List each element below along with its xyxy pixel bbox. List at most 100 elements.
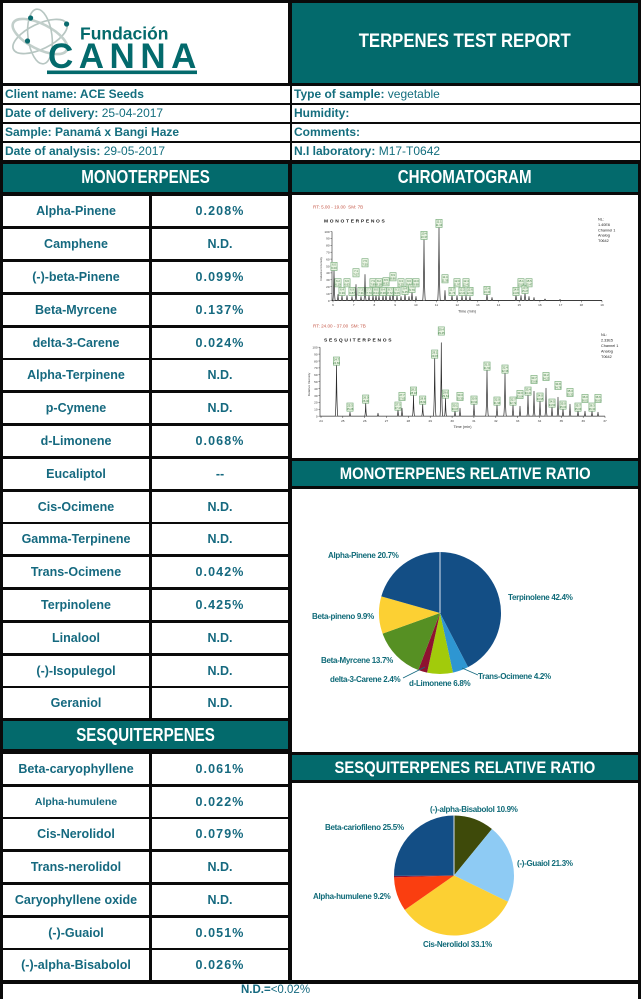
svg-text:30: 30 [450, 418, 454, 422]
svg-text:24: 24 [319, 418, 323, 422]
svg-text:8.86: 8.86 [390, 276, 396, 280]
svg-text:12.6: 12.6 [467, 287, 473, 291]
svg-text:36.3: 36.3 [589, 403, 595, 407]
svg-text:36.60: 36.60 [595, 398, 602, 402]
svg-text:Time (min): Time (min) [458, 309, 477, 313]
svg-text:Beta-cariofileno 25.5%: Beta-cariofileno 25.5% [325, 823, 404, 832]
svg-text:7.5: 7.5 [363, 259, 367, 263]
svg-text:12.0: 12.0 [454, 279, 460, 283]
svg-text:32.0: 32.0 [494, 397, 500, 401]
svg-text:36.6: 36.6 [595, 394, 601, 398]
svg-text:13.43: 13.43 [484, 290, 491, 294]
svg-text:16: 16 [538, 303, 542, 307]
svg-text:d-Limonene 6.8%: d-Limonene 6.8% [409, 679, 470, 688]
svg-text:11.1: 11.1 [436, 219, 442, 223]
svg-text:8.0: 8.0 [374, 287, 378, 291]
svg-text:90: 90 [326, 236, 330, 240]
svg-text:26: 26 [363, 418, 367, 422]
svg-text:100: 100 [324, 229, 329, 233]
svg-text:11.7: 11.7 [449, 287, 455, 291]
svg-text:Trans-Ocimene 4.2%: Trans-Ocimene 4.2% [478, 672, 551, 681]
svg-text:17: 17 [559, 303, 563, 307]
svg-text:27.47: 27.47 [395, 405, 402, 409]
svg-text:30.1: 30.1 [452, 403, 458, 407]
svg-text:8.5: 8.5 [384, 278, 388, 282]
svg-text:30.9: 30.9 [471, 396, 477, 400]
svg-text:7.9: 7.9 [371, 279, 375, 283]
svg-text:Fundación: Fundación [80, 24, 168, 44]
svg-text:Channel 1: Channel 1 [601, 344, 618, 348]
svg-text:6.19: 6.19 [335, 282, 341, 286]
svg-text:31.5: 31.5 [484, 362, 490, 366]
svg-text:7.07: 7.07 [353, 272, 359, 276]
svg-text:25.3: 25.3 [347, 403, 353, 407]
svg-text:11.39: 11.39 [442, 278, 449, 282]
svg-text:34.2: 34.2 [543, 372, 549, 376]
svg-text:9: 9 [394, 303, 396, 307]
svg-text:NL:: NL: [598, 217, 604, 221]
svg-text:9.1: 9.1 [395, 287, 399, 291]
svg-text:37: 37 [603, 418, 607, 422]
svg-text:8.52: 8.52 [383, 281, 389, 285]
svg-text:15.08: 15.08 [518, 282, 525, 286]
svg-text:10.4: 10.4 [421, 231, 427, 235]
svg-text:8.4: 8.4 [381, 287, 385, 291]
svg-text:29.4: 29.4 [439, 327, 445, 331]
svg-text:26.00: 26.00 [362, 398, 369, 402]
svg-text:6.0: 6.0 [332, 262, 336, 266]
svg-text:33.04: 33.04 [517, 394, 524, 398]
svg-text:14: 14 [497, 303, 501, 307]
svg-text:6.87: 6.87 [349, 291, 355, 295]
svg-text:11.10: 11.10 [436, 223, 443, 227]
svg-text:27.5: 27.5 [395, 402, 401, 406]
svg-text:33.68: 33.68 [531, 379, 538, 383]
svg-text:Time (min): Time (min) [454, 425, 473, 429]
svg-text:35: 35 [560, 418, 564, 422]
svg-text:25: 25 [341, 418, 345, 422]
svg-text:24.7: 24.7 [334, 357, 340, 361]
svg-text:35.7: 35.7 [575, 403, 581, 407]
svg-text:8.72: 8.72 [387, 291, 393, 295]
svg-text:10: 10 [314, 407, 318, 411]
svg-text:15: 15 [517, 303, 521, 307]
svg-text:7.1: 7.1 [354, 269, 358, 273]
svg-text:11: 11 [435, 303, 438, 307]
svg-text:27: 27 [385, 418, 389, 422]
svg-text:60: 60 [326, 257, 330, 261]
svg-text:24.66: 24.66 [333, 360, 340, 364]
svg-text:30.3: 30.3 [457, 392, 463, 396]
svg-text:31: 31 [472, 418, 476, 422]
svg-text:7.70: 7.70 [366, 291, 372, 295]
svg-text:35.0: 35.0 [560, 401, 566, 405]
svg-text:30.94: 30.94 [471, 399, 478, 403]
svg-text:35.3: 35.3 [567, 388, 573, 392]
svg-text:19: 19 [600, 303, 604, 307]
svg-text:RT: 5.00 - 19.00 SM: 7B: RT: 5.00 - 19.00 SM: 7B [313, 204, 363, 209]
svg-text:36.0: 36.0 [582, 394, 588, 398]
svg-text:12.60: 12.60 [467, 291, 474, 295]
svg-text:50: 50 [326, 264, 330, 268]
svg-text:12: 12 [455, 303, 459, 307]
svg-text:36.01: 36.01 [582, 398, 589, 402]
svg-text:20: 20 [314, 400, 318, 404]
svg-text:28.2: 28.2 [411, 387, 417, 391]
svg-text:29.64: 29.64 [442, 393, 449, 397]
svg-text:Beta-Myrcene 13.7%: Beta-Myrcene 13.7% [321, 656, 393, 665]
svg-text:30.07: 30.07 [452, 406, 459, 410]
svg-text:8.7: 8.7 [388, 287, 392, 291]
svg-text:35.69: 35.69 [575, 406, 582, 410]
svg-text:11.73: 11.73 [449, 291, 456, 295]
svg-text:RT: 24.00 - 37.00 SM: 7B: RT: 24.00 - 37.00 SM: 7B [313, 323, 366, 328]
svg-text:18: 18 [580, 303, 584, 307]
svg-text:28.60: 28.60 [419, 399, 426, 403]
svg-text:40: 40 [326, 271, 330, 275]
svg-text:6.2: 6.2 [336, 279, 340, 283]
svg-text:27.65: 27.65 [399, 396, 406, 400]
svg-text:Terpinolene 42.4%: Terpinolene 42.4% [508, 593, 573, 602]
svg-text:12.41: 12.41 [463, 282, 470, 286]
svg-text:8.9: 8.9 [391, 273, 395, 277]
svg-text:29: 29 [428, 418, 432, 422]
svg-text:80: 80 [314, 359, 318, 363]
svg-text:12.21: 12.21 [459, 291, 466, 295]
svg-text:36: 36 [581, 418, 585, 422]
